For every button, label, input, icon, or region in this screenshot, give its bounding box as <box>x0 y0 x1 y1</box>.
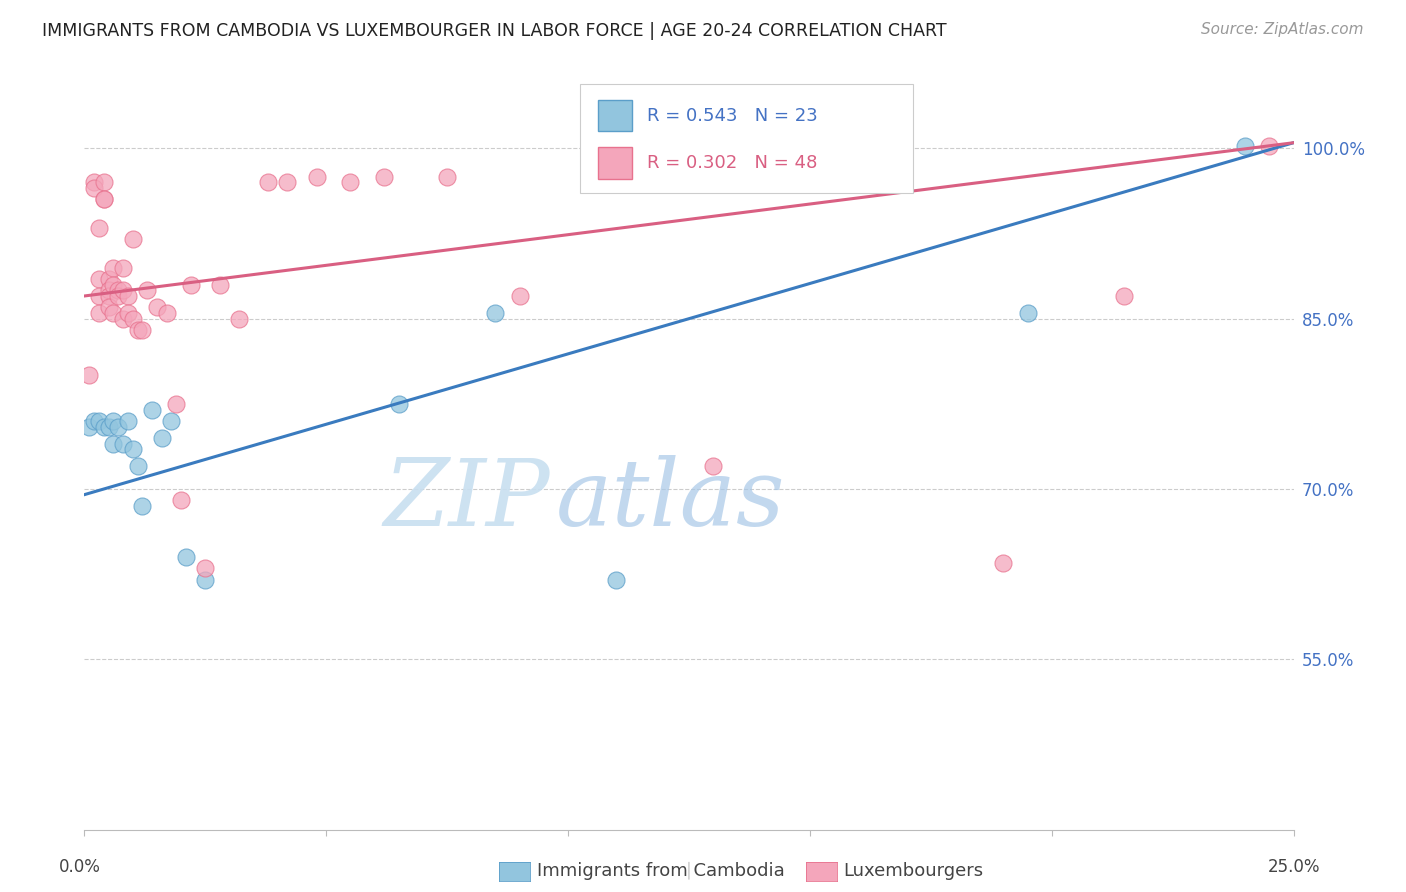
Point <box>83 181 105 195</box>
Point <box>103 436 125 450</box>
Point <box>87 272 110 286</box>
Point <box>1114 289 1136 303</box>
Point <box>1017 306 1039 320</box>
Point <box>117 306 139 320</box>
Point <box>131 323 153 337</box>
Point <box>93 176 115 190</box>
Point <box>112 283 135 297</box>
Point <box>180 277 202 292</box>
Point <box>1234 139 1257 153</box>
FancyBboxPatch shape <box>599 100 633 131</box>
Text: ZIP: ZIP <box>384 455 550 545</box>
Point <box>155 306 177 320</box>
Point <box>107 419 129 434</box>
Point <box>136 283 159 297</box>
Point <box>436 169 458 184</box>
Text: Luxembourgers: Luxembourgers <box>844 863 984 880</box>
Text: atlas: atlas <box>555 455 786 545</box>
Point <box>305 169 328 184</box>
Point <box>83 176 105 190</box>
Point <box>339 176 361 190</box>
Point <box>103 277 125 292</box>
Text: R = 0.543   N = 23: R = 0.543 N = 23 <box>647 106 817 125</box>
Point <box>276 176 298 190</box>
Point <box>97 419 120 434</box>
Point <box>170 493 193 508</box>
Point <box>97 289 120 303</box>
Point <box>194 561 217 575</box>
Point <box>1258 139 1281 153</box>
Point <box>141 402 163 417</box>
Point <box>373 169 395 184</box>
Point <box>103 414 125 428</box>
Point <box>150 431 173 445</box>
Point <box>112 311 135 326</box>
Point <box>509 289 531 303</box>
Text: IMMIGRANTS FROM CAMBODIA VS LUXEMBOURGER IN LABOR FORCE | AGE 20-24 CORRELATION : IMMIGRANTS FROM CAMBODIA VS LUXEMBOURGER… <box>42 22 946 40</box>
Point <box>107 289 129 303</box>
Point <box>121 232 143 246</box>
Point <box>127 323 149 337</box>
Point <box>388 397 411 411</box>
Point <box>93 193 115 207</box>
Point <box>993 556 1015 570</box>
Point <box>208 277 231 292</box>
FancyBboxPatch shape <box>599 147 633 178</box>
Point <box>97 283 120 297</box>
Point <box>160 414 183 428</box>
Point <box>702 459 724 474</box>
Point <box>103 260 125 275</box>
Point <box>107 283 129 297</box>
Text: Source: ZipAtlas.com: Source: ZipAtlas.com <box>1201 22 1364 37</box>
Point <box>127 459 149 474</box>
Point <box>77 368 100 383</box>
Text: R = 0.302   N = 48: R = 0.302 N = 48 <box>647 154 817 172</box>
Point <box>112 260 135 275</box>
Point <box>131 499 153 513</box>
Point <box>103 306 125 320</box>
Point <box>257 176 280 190</box>
FancyBboxPatch shape <box>581 84 912 193</box>
Point <box>117 289 139 303</box>
Point <box>97 301 120 315</box>
Point <box>605 573 627 587</box>
Text: 0.0%: 0.0% <box>59 858 100 876</box>
Point <box>165 397 187 411</box>
Point <box>93 193 115 207</box>
Point <box>93 419 115 434</box>
Point <box>117 414 139 428</box>
Point <box>121 442 143 457</box>
Point <box>174 550 197 565</box>
Point <box>228 311 250 326</box>
Point <box>97 272 120 286</box>
Point <box>87 414 110 428</box>
Point <box>87 220 110 235</box>
Point <box>121 311 143 326</box>
Point <box>87 289 110 303</box>
Point <box>87 306 110 320</box>
Text: 25.0%: 25.0% <box>1267 858 1320 876</box>
Point <box>112 436 135 450</box>
Point <box>83 414 105 428</box>
Text: Immigrants from Cambodia: Immigrants from Cambodia <box>537 863 785 880</box>
Point <box>146 301 169 315</box>
Point <box>484 306 506 320</box>
Point <box>77 419 100 434</box>
Point <box>194 573 217 587</box>
